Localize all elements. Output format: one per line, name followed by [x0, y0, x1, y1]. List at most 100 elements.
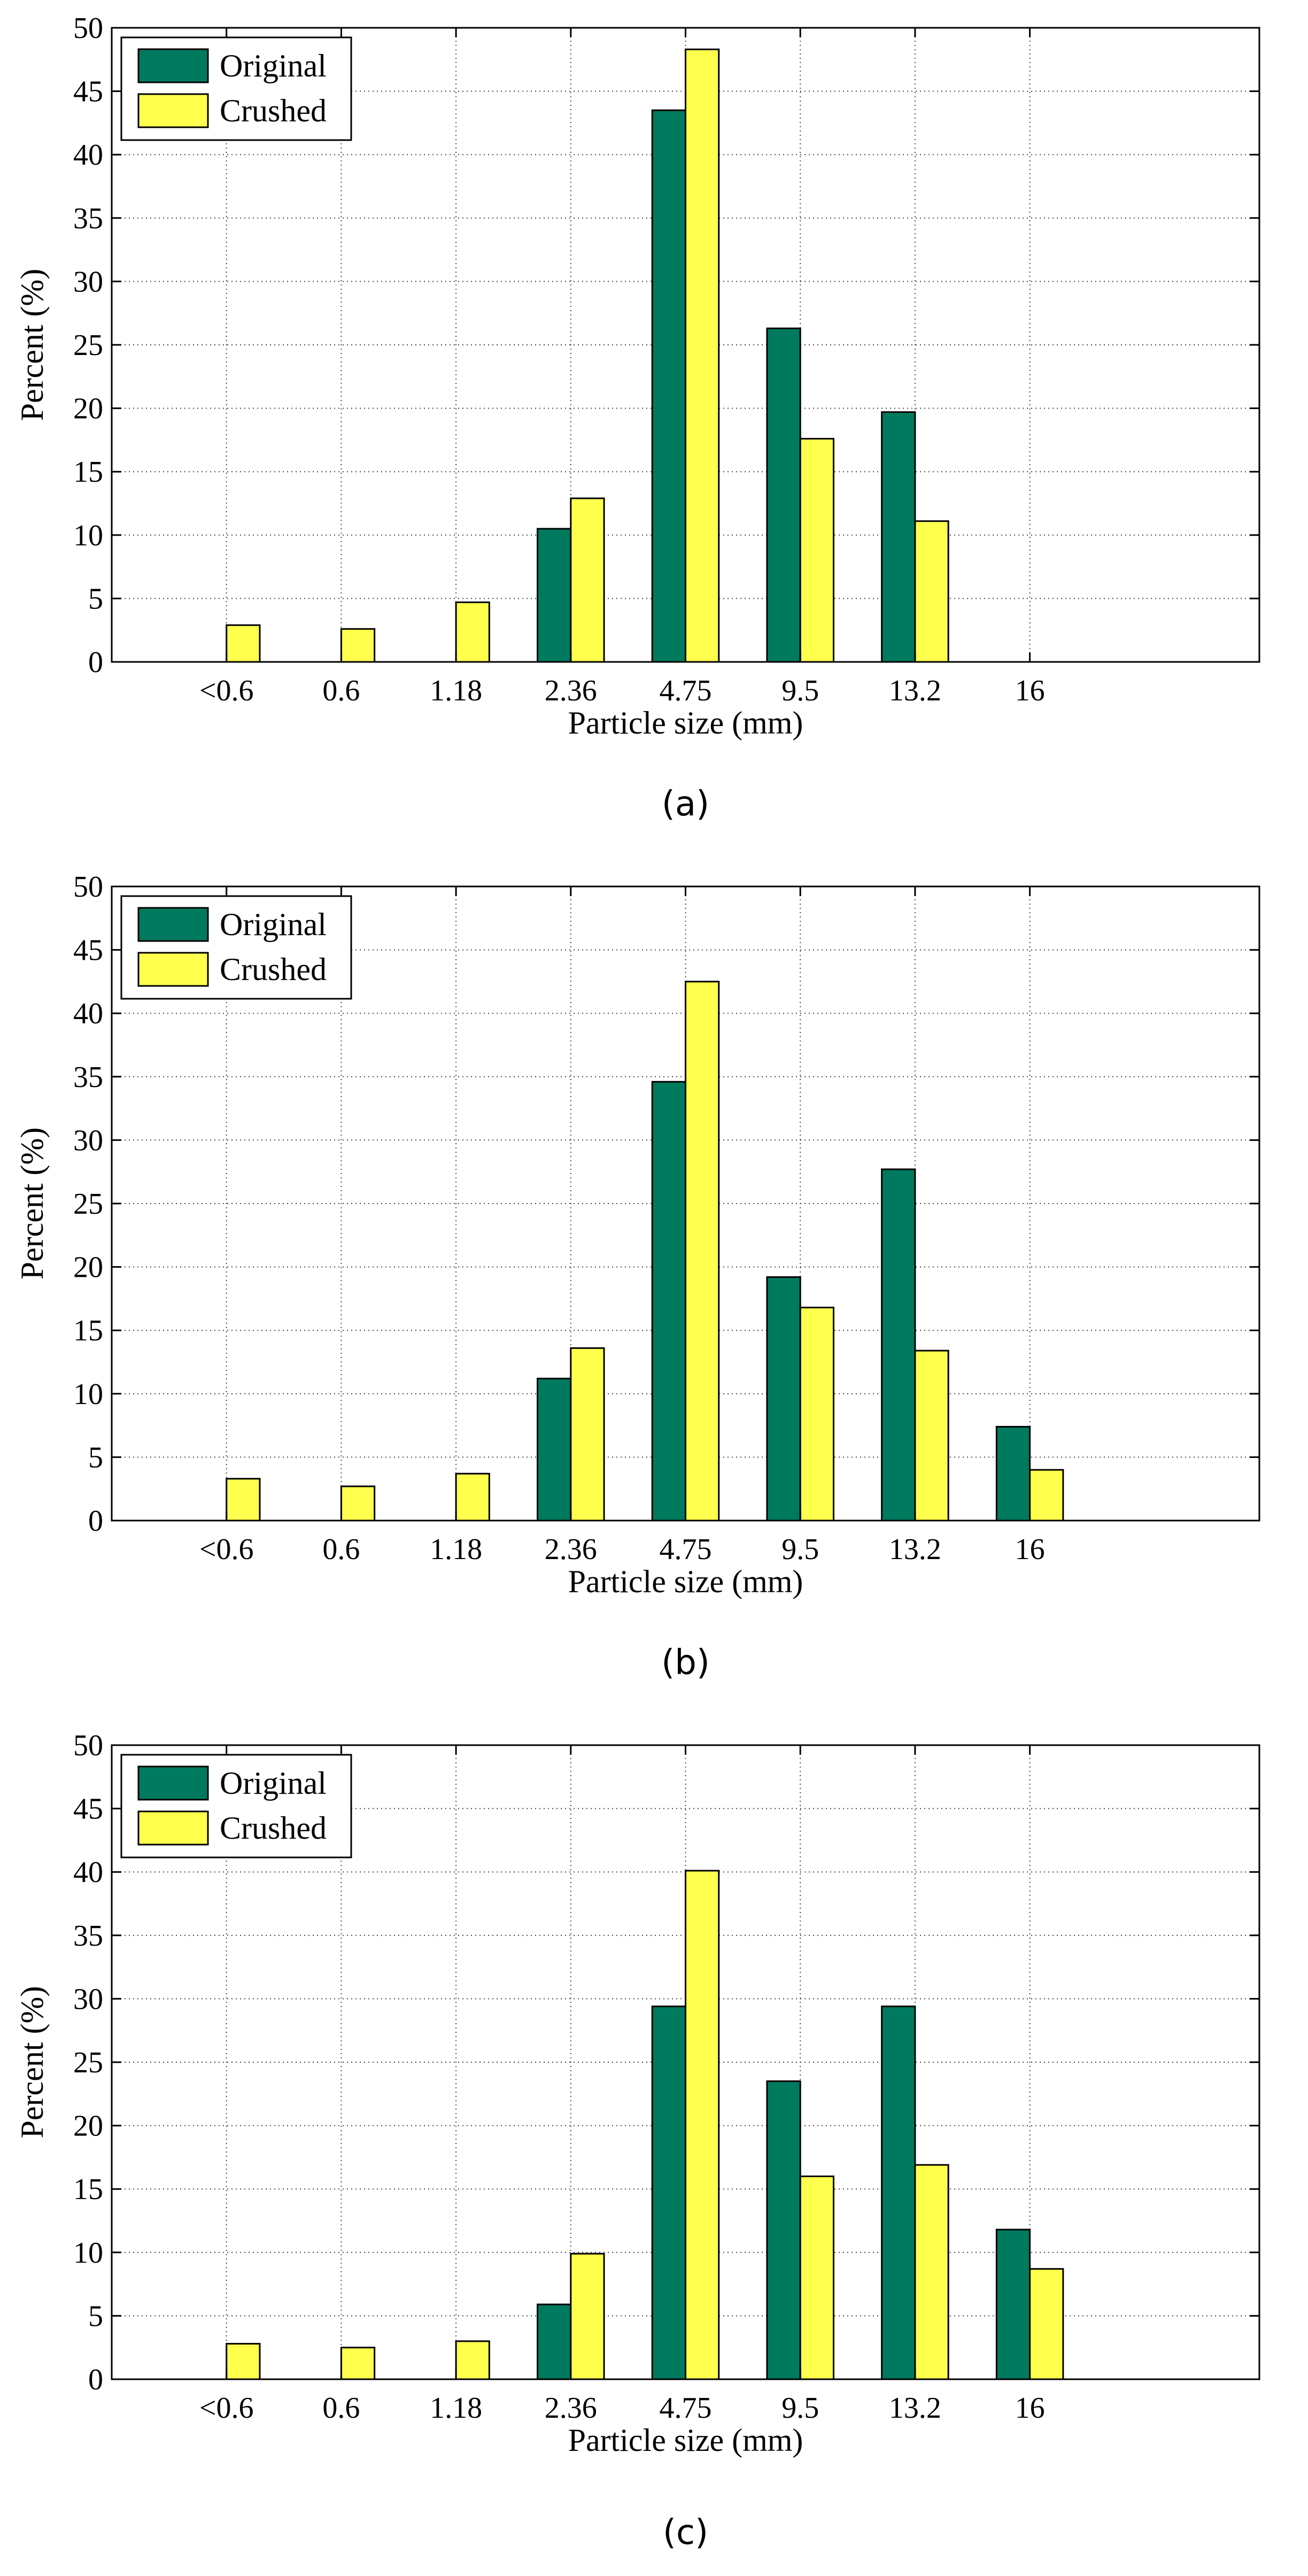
legend-swatch-original: [137, 907, 209, 942]
y-tick-label: 15: [73, 1314, 103, 1347]
x-tick-label: 1.18: [430, 2392, 482, 2425]
bar-crushed-5: [799, 2175, 834, 2380]
y-tick-label: 0: [88, 2363, 103, 2396]
bar-original-6: [881, 1168, 916, 1522]
x-tick-label: 1.18: [430, 1533, 482, 1566]
x-tick-label: 2.36: [545, 2392, 597, 2425]
bar-crushed-2: [455, 1472, 490, 1522]
panel-caption: (a): [662, 784, 709, 824]
bar-crushed-4: [685, 981, 720, 1522]
bar-crushed-6: [914, 2164, 949, 2380]
bar-original-3: [537, 1377, 572, 1522]
panel-caption: (b): [661, 1643, 710, 1683]
bar-crushed-0: [226, 624, 261, 663]
bar-original-4: [651, 1081, 687, 1522]
x-tick-label: 16: [1015, 1533, 1045, 1566]
y-tick-label: 40: [73, 1856, 103, 1889]
x-tick-label: 4.75: [660, 1533, 712, 1566]
chart-panel-2: 0 5 10 15 20 25 30 35 40 45 50 <0.6 0.6 1.18 2.36 4.75 9…: [14, 1729, 1260, 2552]
bar-original-5: [766, 1276, 801, 1522]
y-tick-label: 45: [73, 75, 103, 109]
bar-original-5: [766, 2080, 801, 2380]
bar-original-7: [995, 2228, 1031, 2380]
bar-crushed-2: [455, 2340, 490, 2380]
legend-swatch-crushed: [137, 952, 209, 987]
bar-crushed-7: [1029, 2268, 1064, 2380]
bar-crushed-3: [570, 497, 605, 663]
x-axis-label: Particle size (mm): [568, 1564, 803, 1599]
x-tick-label: <0.6: [199, 674, 254, 707]
x-tick-label: 9.5: [781, 1533, 819, 1566]
y-tick-label: 50: [73, 1729, 103, 1762]
y-axis-label: Percent (%): [14, 1128, 50, 1280]
x-tick-label: 4.75: [660, 674, 712, 707]
bar-original-6: [881, 411, 916, 663]
bar-crushed-5: [799, 1307, 834, 1522]
legend-label-crushed: Crushed: [220, 1810, 327, 1846]
bar-original-4: [651, 2006, 687, 2380]
bar-original-3: [537, 2303, 572, 2380]
x-tick-label: 9.5: [781, 674, 819, 707]
x-tick-label: 13.2: [889, 2392, 941, 2425]
bars: [226, 1870, 1064, 2380]
x-tick-label: 2.36: [545, 674, 597, 707]
y-tick-label: 15: [73, 456, 103, 489]
y-tick-label: 20: [73, 2110, 103, 2143]
legend: Original Crushed: [120, 36, 352, 141]
y-tick-label: 10: [73, 1378, 103, 1411]
y-tick-label: 25: [73, 2046, 103, 2079]
y-tick-label: 5: [88, 1441, 103, 1474]
bar-crushed-6: [914, 1349, 949, 1522]
y-tick-label: 45: [73, 934, 103, 967]
y-tick-label: 25: [73, 329, 103, 362]
legend-swatch-crushed: [137, 1810, 209, 1846]
legend-label-crushed: Crushed: [220, 952, 327, 987]
y-tick-label: 45: [73, 1793, 103, 1826]
bar-crushed-6: [914, 520, 949, 663]
legend-label-crushed: Crushed: [220, 93, 327, 128]
y-tick-label: 5: [88, 582, 103, 615]
x-tick-label: 9.5: [781, 2392, 819, 2425]
bars: [226, 48, 949, 663]
x-tick-label: 1.18: [430, 674, 482, 707]
legend-label-original: Original: [220, 907, 327, 942]
legend-label-original: Original: [220, 48, 327, 83]
y-tick-label: 40: [73, 138, 103, 172]
x-tick-label: 16: [1015, 2392, 1045, 2425]
y-tick-label: 15: [73, 2173, 103, 2206]
y-tick-label: 10: [73, 2236, 103, 2270]
x-tick-label: 2.36: [545, 1533, 597, 1566]
y-tick-label: 35: [73, 202, 103, 235]
y-tick-label: 0: [88, 1505, 103, 1538]
bar-crushed-4: [685, 1870, 720, 2380]
y-tick-label: 30: [73, 1124, 103, 1157]
bar-original-3: [537, 528, 572, 663]
legend-label-original: Original: [220, 1765, 327, 1801]
bar-crushed-1: [340, 628, 376, 663]
panel-caption: (c): [663, 2513, 708, 2552]
y-tick-label: 0: [88, 646, 103, 679]
x-tick-label: 16: [1015, 674, 1045, 707]
y-tick-label: 30: [73, 265, 103, 298]
y-tick-label: 5: [88, 2300, 103, 2333]
y-tick-label: 25: [73, 1187, 103, 1221]
x-axis-label: Particle size (mm): [568, 2423, 803, 2458]
bar-crushed-5: [799, 438, 834, 663]
bar-original-5: [766, 327, 801, 663]
bar-crushed-4: [685, 48, 720, 663]
legend: Original Crushed: [120, 1754, 352, 1858]
y-tick-label: 40: [73, 997, 103, 1030]
chart-panel-0: 0 5 10 15 20 25 30 35 40 45 50 <0.6 0.6 1.18 2.36 4.75 9…: [14, 12, 1260, 824]
y-tick-label: 35: [73, 1061, 103, 1094]
y-tick-label: 30: [73, 1983, 103, 2016]
bar-crushed-0: [226, 2343, 261, 2380]
x-tick-label: 13.2: [889, 674, 941, 707]
y-tick-label: 50: [73, 12, 103, 45]
y-tick-label: 20: [73, 392, 103, 426]
bar-crushed-3: [570, 2253, 605, 2380]
legend: Original Crushed: [120, 895, 352, 1000]
y-axis-label: Percent (%): [14, 1986, 50, 2139]
bar-original-6: [881, 2006, 916, 2380]
y-axis-label: Percent (%): [14, 269, 50, 421]
